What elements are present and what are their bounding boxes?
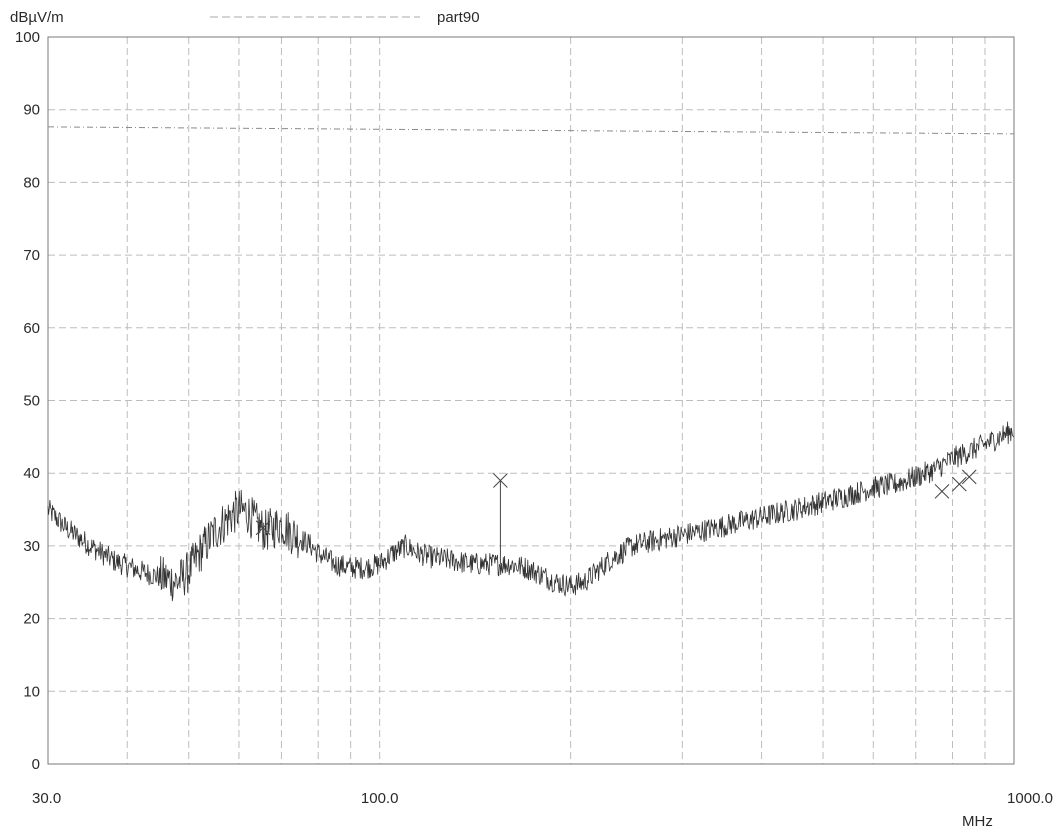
peak-marker [934,484,950,499]
peak-markers [255,469,977,565]
series-line-emission-trace [47,421,1015,602]
y-tick-label: 90 [23,102,40,119]
peak-marker [493,473,508,565]
peak-marker [951,476,967,492]
legend-label: part90 [437,9,480,26]
x-axis-unit: MHz [962,813,993,830]
y-tick-label: 100 [15,29,40,46]
y-tick-label: 10 [23,683,40,700]
x-axis-ticks: 30.0 100.0 1000.0 [32,790,1053,807]
y-tick-label: 20 [23,611,40,628]
limit-line [47,126,1015,135]
y-axis-ticks: 0 10 20 30 40 50 60 70 80 90 100 [15,29,40,773]
x-tick-label: 1000.0 [1007,790,1053,807]
y-axis-label: dBµV/m [10,9,64,26]
y-tick-label: 80 [23,174,40,191]
plot-frame [47,36,1015,765]
peak-marker [961,469,977,485]
y-tick-label: 50 [23,393,40,410]
y-tick-label: 40 [23,465,40,482]
y-tick-label: 60 [23,320,40,337]
y-tick-label: 30 [23,538,40,555]
grid [48,37,1014,764]
x-tick-label: 30.0 [32,790,61,807]
x-tick-label: 100.0 [361,790,399,807]
peak-marker [255,520,271,536]
y-tick-label: 0 [32,756,40,773]
y-tick-label: 70 [23,247,40,264]
